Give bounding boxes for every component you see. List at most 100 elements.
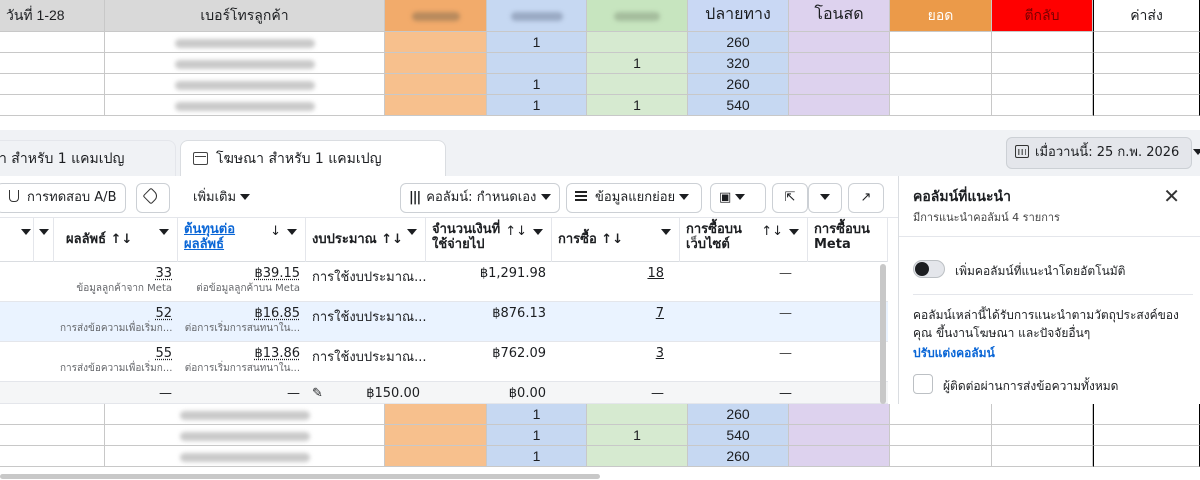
cell-h[interactable] xyxy=(1093,446,1200,467)
column-header-cost-per-result[interactable]: ต้นทุนต่อผลลัพธ์ ↓ xyxy=(178,218,306,262)
date-range-button[interactable]: เมื่อวานนี้: 25 ก.พ. 2026 xyxy=(1006,137,1200,169)
cell-phone[interactable] xyxy=(105,32,385,53)
cell-b[interactable]: 1 xyxy=(487,425,587,446)
cell-d[interactable]: 540 xyxy=(688,95,789,116)
cell-d[interactable]: 260 xyxy=(688,404,789,425)
cell-b[interactable]: 1 xyxy=(487,446,587,467)
cell-purchases[interactable]: 7 xyxy=(655,306,664,321)
header-col-c[interactable] xyxy=(587,0,688,32)
export-button[interactable]: ⇱ xyxy=(772,183,808,213)
cell-e[interactable] xyxy=(789,446,890,467)
cell-date[interactable] xyxy=(0,425,105,446)
cell-g[interactable] xyxy=(992,404,1093,425)
cell-e[interactable] xyxy=(789,32,890,53)
cell-c[interactable] xyxy=(587,404,688,425)
cell-f[interactable] xyxy=(890,404,992,425)
column-header-website-purchases[interactable]: การซื้อบนเว็บไซต์ ↑↓ xyxy=(680,218,808,262)
tab-ads[interactable]: โฆษณา สำหรับ 1 แคมเปญ xyxy=(180,140,446,178)
cell-f[interactable] xyxy=(890,53,992,74)
cell-b[interactable]: 1 xyxy=(487,95,587,116)
cell-c[interactable] xyxy=(587,32,688,53)
auto-add-columns-toggle[interactable] xyxy=(913,260,945,278)
cell-phone[interactable] xyxy=(105,95,385,116)
cell-results[interactable]: 33 ข้อมูลลูกค้าจาก Meta xyxy=(54,262,178,302)
cell-f[interactable] xyxy=(890,95,992,116)
cell-g[interactable] xyxy=(992,74,1093,95)
cell-h[interactable] xyxy=(1093,32,1200,53)
cell-g[interactable] xyxy=(992,53,1093,74)
cell-h[interactable] xyxy=(1093,404,1200,425)
cell-c[interactable] xyxy=(587,74,688,95)
cell-f[interactable] xyxy=(890,446,992,467)
table-row[interactable]: 55 การส่งข้อความเพื่อเริ่มก... ฿13.86 ต่อก… xyxy=(0,342,888,382)
cell-h[interactable] xyxy=(1093,74,1200,95)
cell-phone[interactable] xyxy=(105,404,385,425)
cell-date[interactable] xyxy=(0,95,105,116)
header-date[interactable]: วันที่ 1-28 xyxy=(0,0,105,32)
close-icon[interactable]: ✕ xyxy=(1163,184,1180,208)
cell-a[interactable] xyxy=(385,53,487,74)
cell-a[interactable] xyxy=(385,446,487,467)
cell-phone[interactable] xyxy=(105,53,385,74)
cell-g[interactable] xyxy=(992,425,1093,446)
column-header-toggle[interactable] xyxy=(34,218,54,262)
column-header-amount-spent[interactable]: จำนวนเงินที่ใช้จ่ายไป ↑↓ xyxy=(426,218,552,262)
header-col-total[interactable]: ยอด xyxy=(890,0,992,32)
column-header-results[interactable]: ผลลัพธ์ ↑↓ xyxy=(54,218,178,262)
table-row[interactable]: 33 ข้อมูลลูกค้าจาก Meta ฿39.15 ต่อข้อมูลลู… xyxy=(0,262,888,302)
more-button[interactable]: เพิ่มเติม xyxy=(184,183,264,213)
column-header-settings[interactable] xyxy=(0,218,34,262)
tag-button[interactable] xyxy=(136,183,170,213)
cell-b[interactable]: 1 xyxy=(487,32,587,53)
cell-h[interactable] xyxy=(1093,95,1200,116)
cell-b[interactable]: 1 xyxy=(487,74,587,95)
cell-date[interactable] xyxy=(0,32,105,53)
cell-h[interactable] xyxy=(1093,53,1200,74)
column-header-meta-purchases[interactable]: การซื้อบน Meta xyxy=(808,218,888,262)
header-phone[interactable]: เบอร์โทรลูกค้า xyxy=(105,0,385,32)
cell-cost[interactable]: ฿16.85 ต่อการเริ่มการสนทนาใน... xyxy=(178,302,306,342)
cell-g[interactable] xyxy=(992,95,1093,116)
tab-campaign-ads[interactable]: า สำหรับ 1 แคมเปญ xyxy=(0,140,176,178)
cell-b[interactable] xyxy=(487,53,587,74)
cell-f[interactable] xyxy=(890,32,992,53)
cell-cost[interactable]: ฿39.15 ต่อข้อมูลลูกค้าบน Meta xyxy=(178,262,306,302)
column-header-purchases[interactable]: การซื้อ ↑↓ xyxy=(552,218,680,262)
cell-results[interactable]: 55 การส่งข้อความเพื่อเริ่มก... xyxy=(54,342,178,382)
header-col-returned[interactable]: ตีกลับ xyxy=(992,0,1093,32)
cell-g[interactable] xyxy=(992,32,1093,53)
chart-button[interactable]: ↗ xyxy=(848,183,884,213)
cell-budget[interactable]: การใช้งบประมาณ... xyxy=(312,310,426,325)
cell-a[interactable] xyxy=(385,95,487,116)
cell-e[interactable] xyxy=(789,95,890,116)
cell-d[interactable]: 260 xyxy=(688,32,789,53)
cell-d[interactable]: 320 xyxy=(688,53,789,74)
cell-e[interactable] xyxy=(789,404,890,425)
cell-a[interactable] xyxy=(385,404,487,425)
cell-d[interactable]: 260 xyxy=(688,74,789,95)
table-row[interactable]: 52 การส่งข้อความเพื่อเริ่มก... ฿16.85 ต่อก… xyxy=(0,302,888,342)
header-col-transfer[interactable]: โอนสด xyxy=(789,0,890,32)
cell-g[interactable] xyxy=(992,446,1093,467)
header-col-shipping[interactable]: ค่าส่ง xyxy=(1093,0,1200,32)
cell-a[interactable] xyxy=(385,425,487,446)
cell-results[interactable]: 52 การส่งข้อความเพื่อเริ่มก... xyxy=(54,302,178,342)
cell-h[interactable] xyxy=(1093,425,1200,446)
messaging-contacts-checkbox[interactable] xyxy=(913,374,933,394)
cell-a[interactable] xyxy=(385,32,487,53)
cell-d[interactable]: 260 xyxy=(688,446,789,467)
cell-cost[interactable]: ฿13.86 ต่อการเริ่มการสนทนาใน... xyxy=(178,342,306,382)
sheet-horizontal-scrollbar[interactable] xyxy=(0,474,600,479)
cell-a[interactable] xyxy=(385,74,487,95)
cell-e[interactable] xyxy=(789,74,890,95)
cell-date[interactable] xyxy=(0,446,105,467)
cell-date[interactable] xyxy=(0,404,105,425)
cell-b[interactable]: 1 xyxy=(487,404,587,425)
cell-date[interactable] xyxy=(0,74,105,95)
cell-purchases[interactable]: 18 xyxy=(647,266,664,281)
cell-c[interactable]: 1 xyxy=(587,95,688,116)
cell-f[interactable] xyxy=(890,74,992,95)
ab-test-button[interactable]: การทดสอบ A/B xyxy=(0,183,126,213)
cell-budget[interactable]: การใช้งบประมาณ... xyxy=(312,350,426,365)
cell-date[interactable] xyxy=(0,53,105,74)
